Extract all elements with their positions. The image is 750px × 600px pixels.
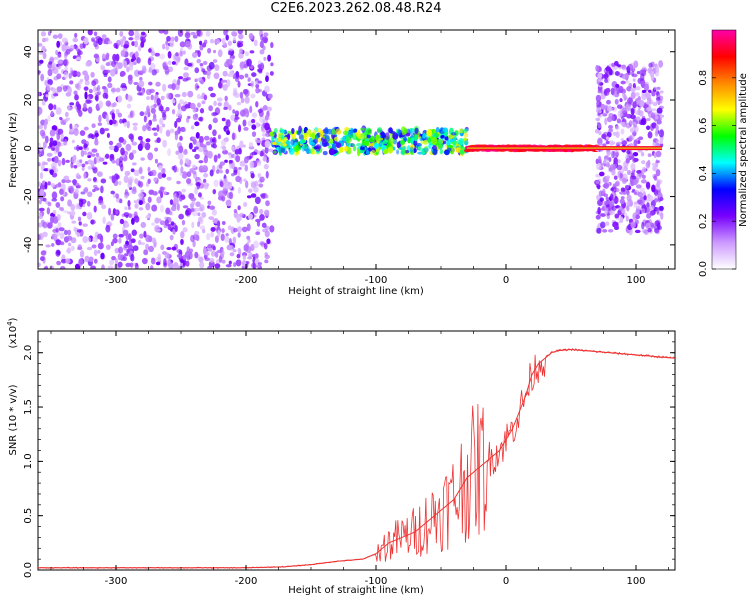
- colorbar-tick-label: 0.8: [698, 70, 709, 86]
- colorbar-frame: [711, 29, 737, 270]
- spectrogram-x-tick-label: -100: [365, 275, 388, 286]
- snr-y-axis-label: SNR (10 * v/v): [8, 384, 19, 455]
- snr-x-tick-label: -100: [365, 576, 388, 587]
- spectrogram-y-tick-label: -20: [23, 188, 34, 204]
- colorbar-tick-label: 0.6: [698, 118, 709, 134]
- colorbar-tick-label: 0.0: [698, 261, 709, 277]
- snr-noise-spikes: [38, 348, 675, 569]
- spectrogram-x-tick-label: -200: [235, 275, 258, 286]
- colorbar-ticks: 0.0 0.2 0.4 0.6 0.8: [698, 70, 736, 277]
- colorbar-tick-label: 0.2: [698, 213, 709, 229]
- snr-x-tick-label: 100: [626, 576, 645, 587]
- snr-x-tick-label: 0: [503, 576, 509, 587]
- snr-y-multiplier: (x104): [6, 317, 19, 348]
- spectrogram-y-tick-label: 40: [23, 45, 34, 58]
- spectrogram-x-ticks: -300 -200 -100 0 100: [50, 30, 669, 286]
- snr-x-tick-label: -300: [105, 576, 128, 587]
- spectrogram-y-axis-label: Frequency (Hz): [8, 112, 19, 188]
- spectrogram-x-axis-label: Height of straight line (km): [288, 286, 424, 297]
- page-title: C2E6.2023.262.08.48.R24: [270, 1, 442, 16]
- spectrogram-y-tick-label: -40: [23, 237, 34, 253]
- spectrogram-y-ticks: -40 -20 0 20 40: [23, 45, 675, 253]
- snr-panel: -300 -200 -100 0 100 0.0 0.5 1.0 1.5 2.0 Height …: [6, 317, 676, 596]
- spectrogram-y-tick-label: 20: [23, 94, 34, 107]
- snr-y-tick-label: 1.5: [23, 399, 34, 415]
- colorbar: 0.0 0.2 0.4 0.6 0.8 Normalized spectral ampl…: [698, 29, 749, 277]
- spectrogram-x-tick-label: 100: [626, 275, 645, 286]
- snr-y-tick-label: 1.0: [23, 453, 34, 469]
- colorbar-tick-label: 0.4: [698, 165, 709, 181]
- snr-frame: [37, 330, 676, 571]
- snr-x-ticks: -300 -200 -100 0 100: [50, 331, 669, 587]
- snr-y-tick-label: 2.0: [23, 345, 34, 361]
- spectrogram-y-tick-label: 0: [23, 145, 34, 151]
- snr-y-tick-label: 0.5: [23, 508, 34, 524]
- colorbar-label: Normalized spectral amplitude: [738, 73, 749, 227]
- colorbar-gradient: [712, 30, 736, 269]
- spectrogram-x-tick-label: -300: [105, 275, 128, 286]
- spectrogram-x-tick-label: 0: [503, 275, 509, 286]
- snr-y-tick-label: 0.0: [23, 562, 34, 578]
- spectrogram-heatmap: [38, 30, 665, 269]
- snr-y-ticks: 0.0 0.5 1.0 1.5 2.0: [23, 341, 675, 578]
- snr-x-axis-label: Height of straight line (km): [288, 585, 424, 596]
- snr-x-tick-label: -200: [235, 576, 258, 587]
- spectrogram-frame: [37, 29, 676, 270]
